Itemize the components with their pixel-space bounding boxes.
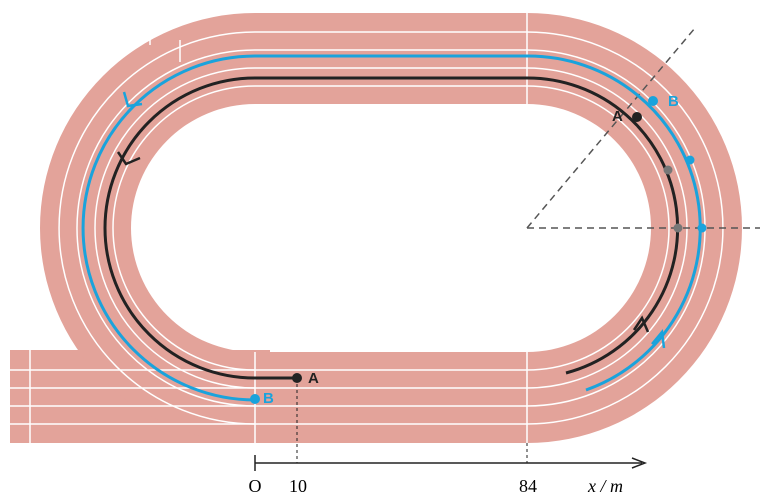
point-b-end [648, 96, 658, 106]
point-grey [663, 165, 673, 175]
path-b [81, 54, 702, 402]
point-label: A [612, 108, 623, 125]
point-b-start [250, 394, 260, 404]
point-label: B [668, 93, 679, 110]
point-grey [673, 223, 683, 233]
axis-tick-label: 10 [289, 476, 307, 496]
construction-lines [526, 27, 760, 229]
point-a-end [632, 112, 642, 122]
point-a-start [292, 373, 302, 383]
axis-tick-label: 84 [519, 476, 537, 496]
axis-origin: O [249, 476, 262, 496]
axis-arrow [631, 457, 648, 469]
point-blue [697, 223, 707, 233]
lane-lines [10, 13, 724, 443]
point-label: B [263, 390, 274, 407]
point-label: A [308, 370, 319, 387]
finish-label: meta [510, 321, 544, 338]
path-a [103, 76, 680, 380]
arrowheads [116, 91, 666, 349]
point-blue [685, 155, 695, 165]
axis-label: x / m [587, 476, 623, 496]
track [40, 13, 742, 443]
